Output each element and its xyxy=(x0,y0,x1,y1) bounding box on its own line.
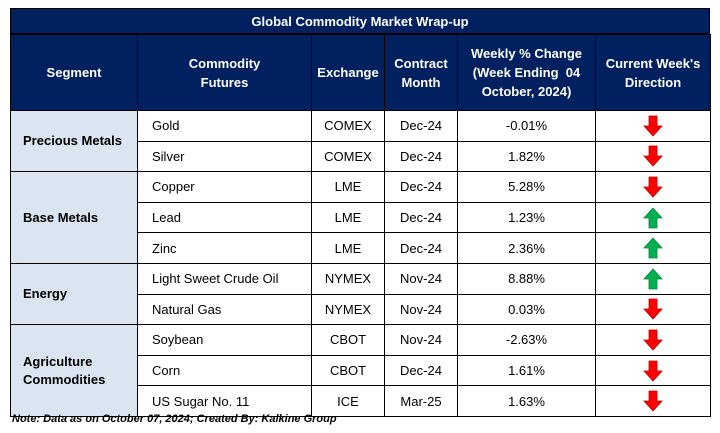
table-row: Natural Gas NYMEX Nov-24 0.03% xyxy=(11,293,711,326)
table-row: Silver COMEX Dec-24 1.82% xyxy=(11,140,711,173)
exchange-cell: CBOT xyxy=(311,324,385,356)
arrow-down-icon xyxy=(643,115,663,137)
contract-cell: Dec-24 xyxy=(384,140,458,173)
change-cell: -2.63% xyxy=(457,324,596,356)
commodity-table: Segment Commodity Futures Exchange Contr… xyxy=(10,34,711,417)
segment-label: Agriculture xyxy=(23,353,93,369)
contract-cell: Nov-24 xyxy=(384,324,458,356)
table-row: US Sugar No. 11 ICE Mar-25 1.63% xyxy=(11,385,711,417)
direction-cell xyxy=(595,354,711,387)
exchange-cell: LME xyxy=(311,171,385,203)
arrow-down-icon xyxy=(643,298,663,320)
direction-cell xyxy=(595,201,711,234)
direction-cell xyxy=(595,262,711,295)
header-contract-label: Contract Month xyxy=(394,55,448,90)
table-title: Global Commodity Market Wrap-up xyxy=(10,8,710,34)
exchange-cell: NYMEX xyxy=(311,262,385,295)
arrow-up-icon xyxy=(643,206,663,228)
change-cell: 1.63% xyxy=(457,385,596,417)
segment-label: Energy xyxy=(23,286,68,302)
header-change-line2: (Week Ending 04 xyxy=(472,65,581,80)
direction-cell xyxy=(595,385,711,417)
change-cell: 8.88% xyxy=(457,262,596,295)
table-row: Energy Light Sweet Crude Oil NYMEX Nov-2… xyxy=(10,262,711,326)
table-row: Base Metals Copper LME Dec-24 5.28% xyxy=(10,171,711,264)
header-commodity-label: Commodity Futures xyxy=(188,55,261,90)
table-row: Agriculture Commodities Soybean CBOT Nov… xyxy=(10,324,711,417)
arrow-up-icon xyxy=(643,237,663,259)
table-row: Zinc LME Dec-24 2.36% xyxy=(11,232,711,264)
header-direction: Current Week's Direction xyxy=(595,34,711,111)
segment-label: Precious Metals xyxy=(23,133,122,149)
commodity-cell: Gold xyxy=(137,110,312,142)
footnote: Note: Data as on October 07, 2024; Creat… xyxy=(12,413,337,425)
exchange-cell: ICE xyxy=(311,385,385,417)
commodity-cell: Natural Gas xyxy=(137,293,312,326)
header-contract: Contract Month xyxy=(384,34,458,111)
arrow-down-icon xyxy=(643,360,663,382)
arrow-down-icon xyxy=(643,390,663,412)
contract-cell: Dec-24 xyxy=(384,232,458,264)
header-change-line1: Weekly % Change xyxy=(470,46,583,61)
exchange-cell: NYMEX xyxy=(311,293,385,326)
header-direction-label: Current Week's Direction xyxy=(605,55,701,90)
segment-cell: Energy xyxy=(10,262,138,326)
header-segment: Segment xyxy=(10,34,138,111)
direction-cell xyxy=(595,110,711,142)
header-weekly-change: Weekly % Change (Week Ending 04 October,… xyxy=(457,34,596,111)
commodity-cell: Corn xyxy=(137,354,312,387)
contract-cell: Nov-24 xyxy=(384,262,458,295)
header-commodity: Commodity Futures xyxy=(137,34,312,111)
exchange-cell: COMEX xyxy=(311,140,385,173)
direction-cell xyxy=(595,140,711,173)
table-row: Precious Metals Gold COMEX Dec-24 -0.01% xyxy=(10,109,711,173)
contract-cell: Nov-24 xyxy=(384,293,458,326)
change-cell: 2.36% xyxy=(457,232,596,264)
exchange-cell: LME xyxy=(311,232,385,264)
direction-cell xyxy=(595,293,711,326)
direction-cell xyxy=(595,171,711,203)
change-cell: 1.82% xyxy=(457,140,596,173)
commodity-cell: Light Sweet Crude Oil xyxy=(137,262,312,295)
segment-cell: Agriculture Commodities xyxy=(10,324,138,417)
contract-cell: Mar-25 xyxy=(384,385,458,417)
segment-label-line2: Commodities xyxy=(23,371,106,387)
segment-cell: Precious Metals xyxy=(10,109,138,173)
header-change-line3: October, 2024) xyxy=(481,84,572,99)
change-cell: 0.03% xyxy=(457,293,596,326)
contract-cell: Dec-24 xyxy=(384,110,458,142)
segment-cell: Base Metals xyxy=(10,171,138,264)
contract-cell: Dec-24 xyxy=(384,201,458,234)
direction-cell xyxy=(595,324,711,356)
change-cell: 1.23% xyxy=(457,201,596,234)
commodity-cell: Copper xyxy=(137,171,312,203)
change-cell: 5.28% xyxy=(457,171,596,203)
segment-label: Base Metals xyxy=(23,209,99,225)
table-row: Corn CBOT Dec-24 1.61% xyxy=(11,354,711,387)
contract-cell: Dec-24 xyxy=(384,354,458,387)
contract-cell: Dec-24 xyxy=(384,171,458,203)
commodity-cell: Silver xyxy=(137,140,312,173)
commodity-cell: Zinc xyxy=(137,232,312,264)
arrow-up-icon xyxy=(643,268,663,290)
commodity-cell: Soybean xyxy=(137,324,312,356)
table-row: Lead LME Dec-24 1.23% xyxy=(11,201,711,234)
exchange-cell: COMEX xyxy=(311,110,385,142)
header-exchange: Exchange xyxy=(311,34,385,111)
change-cell: -0.01% xyxy=(457,110,596,142)
arrow-down-icon xyxy=(643,145,663,167)
header-row: Segment Commodity Futures Exchange Contr… xyxy=(10,34,711,111)
commodity-cell: Lead xyxy=(137,201,312,234)
change-cell: 1.61% xyxy=(457,354,596,387)
arrow-down-icon xyxy=(643,176,663,198)
exchange-cell: CBOT xyxy=(311,354,385,387)
direction-cell xyxy=(595,232,711,264)
commodity-cell: US Sugar No. 11 xyxy=(137,385,312,417)
arrow-down-icon xyxy=(643,329,663,351)
commodity-table-frame: Global Commodity Market Wrap-up Segment … xyxy=(10,8,711,417)
exchange-cell: LME xyxy=(311,201,385,234)
